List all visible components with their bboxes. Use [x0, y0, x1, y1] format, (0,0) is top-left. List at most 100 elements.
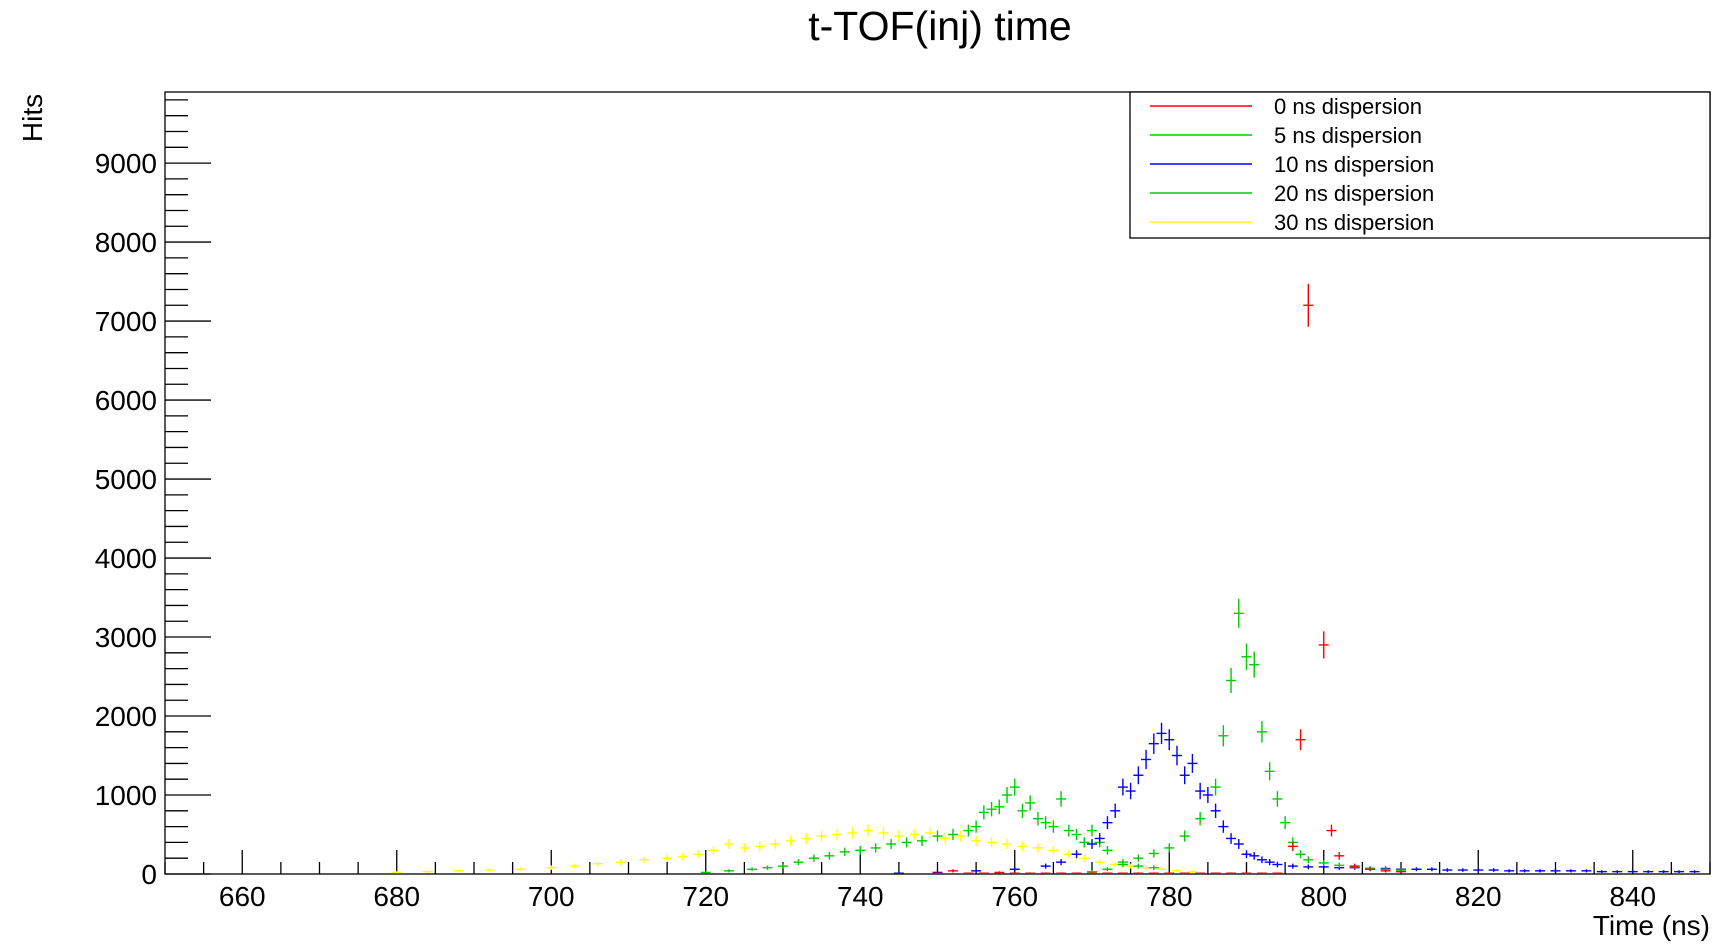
- data-point: [1025, 872, 1036, 874]
- data-point: [515, 867, 526, 872]
- data-point: [963, 824, 974, 837]
- data-point: [1318, 631, 1329, 659]
- data-point: [1504, 869, 1515, 873]
- data-point: [1426, 867, 1437, 872]
- x-tick-label: 760: [991, 881, 1038, 912]
- data-point: [862, 824, 873, 837]
- data-point: [1102, 872, 1113, 874]
- y-tick-label: 0: [141, 859, 157, 890]
- data-point: [778, 863, 788, 869]
- data-point: [955, 830, 966, 842]
- data-point: [1195, 782, 1206, 800]
- x-tick-label: 680: [373, 881, 420, 912]
- data-point: [1040, 863, 1051, 869]
- data-point: [1133, 854, 1144, 862]
- data-point: [1349, 863, 1360, 869]
- data-point: [886, 839, 897, 849]
- data-point: [1256, 872, 1267, 874]
- data-point: [1048, 820, 1059, 833]
- data-point: [1380, 869, 1391, 873]
- data-point: [1017, 803, 1028, 818]
- data-point: [1156, 867, 1167, 872]
- data-point: [1303, 856, 1314, 864]
- data-point: [1334, 851, 1345, 860]
- data-point: [1071, 850, 1082, 859]
- data-point: [1226, 833, 1237, 844]
- data-point: [546, 865, 557, 870]
- data-point: [1473, 868, 1484, 872]
- data-point: [1117, 872, 1128, 874]
- data-point: [971, 820, 982, 833]
- data-point: [1148, 849, 1159, 858]
- data-point: [1326, 824, 1337, 837]
- data-point: [1002, 839, 1013, 849]
- data-point: [1210, 872, 1221, 874]
- data-point: [870, 843, 881, 853]
- data-point: [1210, 803, 1221, 818]
- data-point: [824, 851, 835, 860]
- data-point: [1411, 867, 1422, 872]
- data-point: [793, 859, 804, 866]
- data-point: [1179, 830, 1190, 842]
- data-point: [770, 839, 781, 849]
- data-point: [1102, 845, 1113, 855]
- data-point: [1133, 766, 1144, 785]
- data-point: [762, 865, 773, 870]
- data-point: [1334, 862, 1345, 868]
- data-point: [1133, 863, 1144, 869]
- y-tick-label: 9000: [95, 148, 157, 179]
- x-tick-label: 740: [837, 881, 884, 912]
- data-point: [917, 835, 928, 847]
- x-tick-label: 800: [1300, 881, 1347, 912]
- data-point: [1071, 872, 1082, 874]
- data-point: [1032, 843, 1043, 853]
- data-point: [963, 872, 974, 874]
- data-point: [947, 869, 958, 873]
- data-point: [1110, 803, 1121, 818]
- data-point: [994, 799, 1005, 815]
- legend-box: [1129, 91, 1711, 239]
- data-point: [391, 871, 402, 874]
- data-point: [1002, 787, 1013, 804]
- data-point: [700, 871, 711, 874]
- data-point: [1171, 869, 1182, 873]
- y-tick-label: 1000: [95, 780, 157, 811]
- data-point: [723, 869, 734, 873]
- data-point: [1218, 820, 1229, 833]
- y-tick-label: 8000: [95, 227, 157, 258]
- chart-title: t-TOF(inj) time: [808, 3, 1071, 49]
- data-point: [1365, 867, 1376, 872]
- data-point: [1164, 872, 1175, 874]
- y-tick-label: 6000: [95, 385, 157, 416]
- data-point: [1009, 778, 1020, 796]
- data-point: [693, 850, 704, 859]
- data-point: [1226, 872, 1237, 874]
- data-point: [592, 860, 603, 867]
- data-point: [1040, 872, 1051, 874]
- data-point: [1164, 729, 1175, 751]
- data-point: [1148, 733, 1159, 754]
- data-point: [723, 839, 734, 849]
- y-axis-ticks: 0 1000 2000 3000 4000 5000 6000 7000 8000 9000: [95, 99, 211, 890]
- data-point: [1581, 869, 1592, 873]
- data-point: [1627, 870, 1638, 874]
- data-point: [1117, 861, 1128, 868]
- data-point: [1125, 782, 1136, 800]
- x-tick-label: 840: [1609, 881, 1656, 912]
- data-points: [391, 283, 1700, 874]
- data-point: [971, 869, 982, 873]
- data-point: [832, 828, 843, 841]
- data-point: [1187, 753, 1198, 773]
- data-point: [971, 835, 982, 847]
- data-point: [1164, 843, 1175, 853]
- data-point: [1048, 845, 1059, 855]
- data-point: [1102, 867, 1113, 872]
- data-point: [940, 833, 951, 844]
- data-point: [847, 827, 858, 839]
- data-point: [739, 843, 750, 853]
- data-point: [1195, 872, 1206, 874]
- y-tick-label: 7000: [95, 306, 157, 337]
- data-point: [816, 830, 827, 842]
- data-point: [1171, 745, 1182, 766]
- data-point: [1519, 869, 1530, 873]
